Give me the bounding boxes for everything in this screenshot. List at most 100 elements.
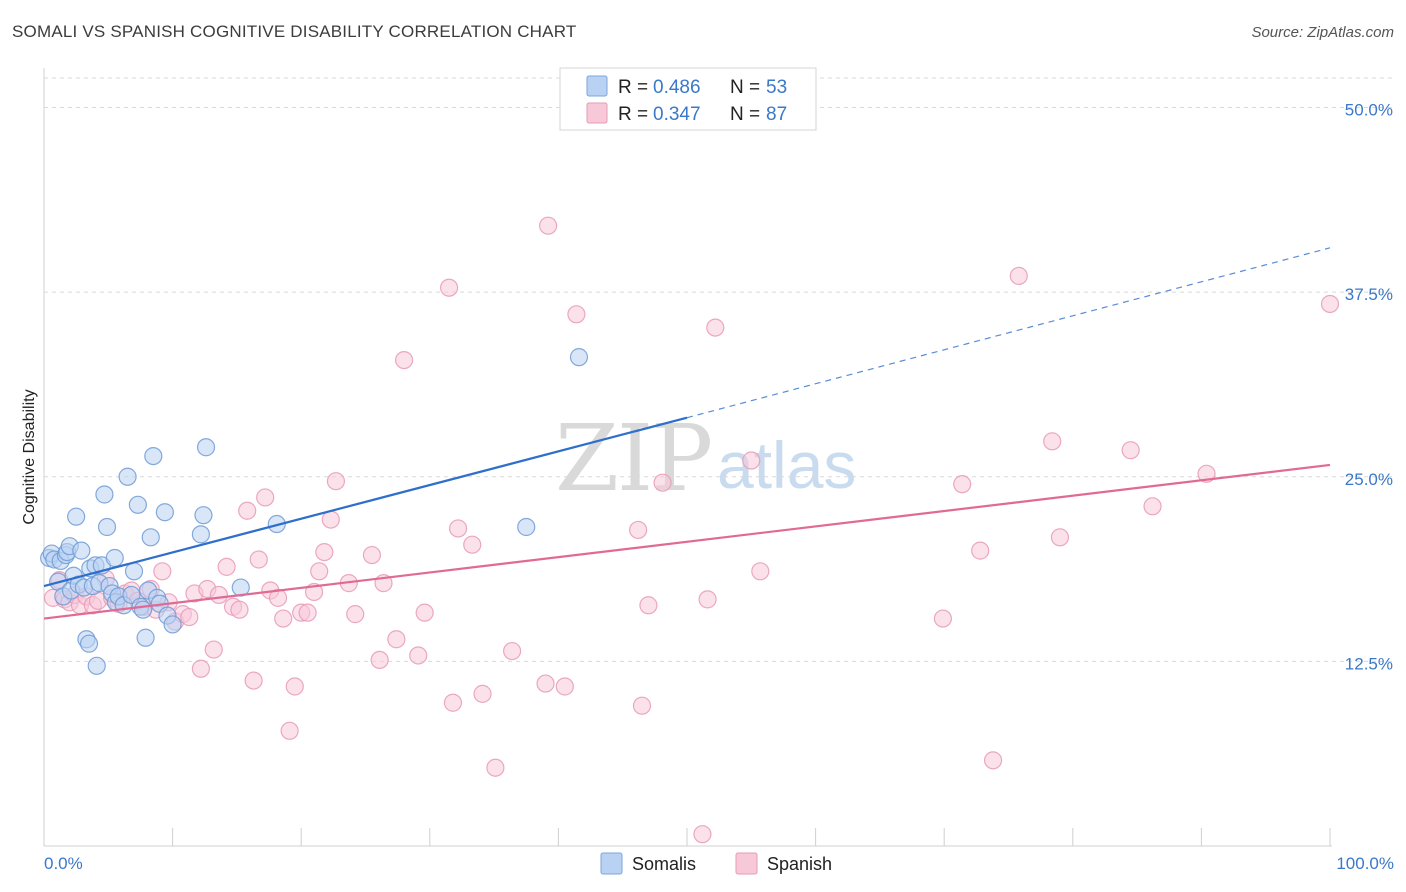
spanish-point (394, 350, 414, 370)
watermark-zip: ZIP (555, 405, 711, 512)
spanish-point (387, 630, 406, 649)
spanish-point (1197, 464, 1216, 483)
legend-n-value-spanish: 87 (766, 104, 787, 125)
spanish-point (706, 318, 725, 337)
spanish-point (1320, 294, 1340, 314)
spanish-point (298, 603, 317, 622)
spanish-point (463, 535, 482, 554)
somalis-point (95, 485, 114, 504)
somalis-trend-line (43, 416, 688, 588)
legend-r-label-somalis: R = (618, 77, 648, 98)
spanish-point (244, 671, 263, 690)
somalis-point (72, 541, 91, 560)
spanish-point (443, 693, 463, 712)
spanish-point (238, 501, 257, 520)
spanish-point (536, 674, 555, 693)
somalis-point (105, 548, 124, 568)
spanish-point (362, 545, 382, 565)
spanish-point (268, 588, 288, 607)
somalis-point (163, 615, 182, 634)
bottom-legend-label-spanish: Spanish (767, 854, 832, 874)
somalis-point (194, 506, 213, 525)
spanish-point (249, 550, 268, 569)
x-axis-ticks (43, 828, 1331, 846)
somalis-point (196, 438, 216, 457)
spanish-point (933, 609, 953, 628)
somalis-point (136, 628, 155, 647)
spanish-point (1050, 528, 1070, 547)
spanish-point (409, 646, 428, 665)
spanish-point (285, 677, 304, 696)
spanish-point (415, 603, 434, 622)
somalis-point (79, 634, 99, 653)
spanish-point (539, 216, 558, 235)
spanish-point (486, 758, 505, 777)
spanish-point (315, 542, 334, 562)
legend-n-value-somalis: 53 (766, 77, 787, 98)
spanish-point (629, 520, 648, 540)
somalis-point (517, 517, 536, 537)
spanish-point (256, 488, 275, 507)
y-tick-label: 37.5% (1345, 285, 1393, 304)
y-axis-tick-labels: 12.5% 25.0% 37.5% 50.0% (1345, 101, 1393, 674)
spanish-point (230, 600, 249, 619)
bottom-legend-swatch-somalis (600, 852, 623, 875)
spanish-point (971, 541, 990, 560)
spanish-point (742, 451, 761, 470)
legend-n-label-spanish: N = (730, 104, 760, 125)
legend-swatch-somalis (586, 75, 608, 97)
spanish-point (1143, 497, 1162, 516)
spanish-point (698, 590, 717, 609)
somalis-points (40, 348, 589, 675)
spanish-point (180, 607, 199, 627)
spanish-point (191, 659, 210, 678)
y-tick-label: 50.0% (1345, 101, 1393, 120)
series-legend: Somalis Spanish (600, 852, 832, 875)
somalis-point (87, 656, 106, 675)
spanish-point (326, 472, 346, 491)
spanish-point (473, 684, 492, 703)
spanish-point (953, 475, 972, 494)
somalis-point (191, 525, 210, 544)
spanish-point (1009, 266, 1028, 286)
x-tick-label-min: 0.0% (44, 854, 83, 873)
y-tick-label: 25.0% (1345, 470, 1393, 489)
spanish-point (204, 640, 223, 659)
spanish-point (310, 562, 329, 581)
spanish-point (983, 751, 1003, 770)
y-axis-label: Cognitive Disability (21, 389, 38, 524)
somalis-point (569, 348, 589, 367)
y-tick-label: 12.5% (1345, 654, 1393, 673)
spanish-point (448, 519, 468, 538)
spanish-point (693, 825, 712, 844)
somalis-point (128, 495, 147, 514)
bottom-legend-swatch-spanish (735, 852, 758, 875)
somalis-point (144, 446, 163, 466)
spanish-point (439, 278, 459, 297)
spanish-point (209, 585, 228, 605)
spanish-point (503, 641, 522, 661)
legend-n-label-somalis: N = (730, 77, 760, 98)
spanish-point (555, 677, 574, 696)
x-tick-label-max: 100.0% (1336, 854, 1394, 873)
spanish-point (632, 696, 652, 715)
somalis-point (133, 600, 153, 619)
somalis-trend-extension (686, 247, 1331, 419)
somalis-point (67, 507, 86, 526)
spanish-trend-line (43, 463, 1331, 620)
legend-r-value-somalis: 0.486 (653, 77, 701, 98)
grid-lines (44, 77, 1392, 662)
watermark-atlas: atlas (717, 428, 856, 502)
spanish-point (280, 721, 299, 740)
stats-legend: R = 0.486 N = 53 R = 0.347 N = 87 (559, 67, 817, 131)
somalis-point (141, 528, 160, 547)
spanish-point (274, 609, 293, 628)
spanish-point (653, 473, 672, 492)
spanish-point (346, 605, 365, 624)
spanish-point (1043, 432, 1062, 451)
legend-r-value-spanish: 0.347 (653, 104, 701, 125)
legend-swatch-spanish (586, 102, 608, 124)
somalis-point (155, 503, 174, 522)
spanish-point (370, 650, 389, 670)
